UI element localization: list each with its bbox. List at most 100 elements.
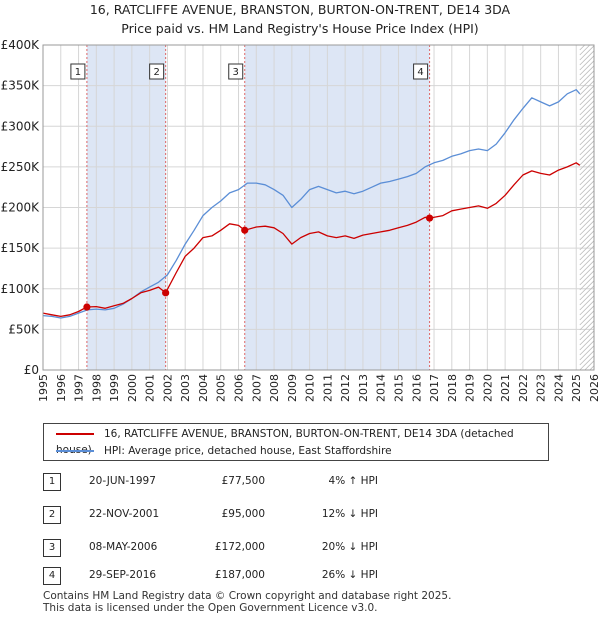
x-tick-label: 2025 xyxy=(570,374,583,402)
x-tick-label: 2019 xyxy=(464,374,477,402)
hatch-line xyxy=(579,135,595,151)
sale-hpi-diff: 20% ↓ HPI xyxy=(321,541,378,553)
hatch-line xyxy=(579,335,595,351)
x-tick-label: 2022 xyxy=(517,374,530,402)
hatch-line xyxy=(579,290,595,306)
x-tick-label: 1999 xyxy=(108,374,121,402)
hatch-line xyxy=(579,110,595,126)
hatch-line xyxy=(579,45,595,61)
sale-date: 08-MAY-2006 xyxy=(89,541,158,553)
hatch-line xyxy=(579,305,595,321)
x-tick-label: 2017 xyxy=(428,374,441,402)
price-chart: 1 2 3 4 £0 £50K £100K £150K £200K £250K £300K £350… xyxy=(1,38,600,402)
y-tick-label: £200K xyxy=(1,201,41,215)
x-tick-label: 2008 xyxy=(268,374,281,402)
sale-marker-label: 2 xyxy=(153,67,159,78)
x-tick-label: 2015 xyxy=(392,374,405,402)
hatch-line xyxy=(579,220,595,236)
x-tick-label: 2009 xyxy=(286,374,299,402)
hatch-line xyxy=(579,165,595,181)
sale-price: £77,500 xyxy=(221,475,265,487)
hatch-line xyxy=(579,55,595,71)
x-tick-label: 2016 xyxy=(410,374,423,402)
hatch-line xyxy=(579,70,595,86)
sale-hpi-diff: 26% ↓ HPI xyxy=(321,569,378,581)
sale-marker-box xyxy=(228,63,244,80)
hatch-line xyxy=(579,210,595,226)
title-line-1: 16, RATCLIFFE AVENUE, BRANSTON, BURTON-O… xyxy=(89,2,511,17)
hatch-line xyxy=(579,185,595,201)
legend-swatch-property xyxy=(56,433,94,435)
legend-item-property: 16, RATCLIFFE AVENUE, BRANSTON, BURTON-O… xyxy=(56,426,548,456)
sale-marker-label: 4 xyxy=(417,67,423,78)
sale-row: 4 29-SEP-2016 £187,000 26% ↓ HPI xyxy=(43,564,423,586)
x-tick-label: 1996 xyxy=(55,374,68,402)
sale-marker-box xyxy=(413,63,429,80)
hatch-line xyxy=(579,275,595,291)
x-tick-label: 2026 xyxy=(588,374,600,402)
sale-marker: 4 xyxy=(413,63,429,80)
x-tick-label: 2014 xyxy=(375,374,388,402)
sale-marker-box xyxy=(149,63,165,80)
y-tick-label: £0 xyxy=(24,363,39,377)
x-tick-label: 2010 xyxy=(304,374,317,402)
sale-date: 20-JUN-1997 xyxy=(89,475,156,487)
hatch-line xyxy=(589,365,595,371)
hatch-line xyxy=(579,140,595,156)
y-axis-ticks: £0 £50K £100K £150K £200K £250K £300K £350K £400… xyxy=(1,38,41,377)
hatch-line xyxy=(579,245,595,261)
hatch-line xyxy=(579,65,595,81)
plot-frame xyxy=(42,44,595,371)
sale-row: 1 20-JUN-1997 £77,500 4% ↑ HPI xyxy=(43,470,423,492)
x-tick-label: 1995 xyxy=(37,374,50,402)
sale-point xyxy=(241,226,249,234)
sale-hpi-diff: 12% ↓ HPI xyxy=(321,508,378,520)
hatch-line xyxy=(579,200,595,216)
x-tick-label: 2000 xyxy=(126,374,139,402)
hatch-line xyxy=(579,75,595,91)
x-tick-label: 2020 xyxy=(481,374,494,402)
hatch-line xyxy=(579,310,595,326)
footer-line-1: Contains HM Land Registry data © Crown c… xyxy=(43,590,452,602)
hatch-line xyxy=(579,320,595,336)
hatch-line xyxy=(579,255,595,271)
sale-row: 3 08-MAY-2006 £172,000 20% ↓ HPI xyxy=(43,536,423,558)
hatch-line xyxy=(579,355,595,371)
hatch-line xyxy=(579,44,591,56)
legend-label-hpi: HPI: Average price, detached house, East… xyxy=(104,445,392,457)
x-tick-label: 2006 xyxy=(233,374,246,402)
hatch-line xyxy=(579,270,595,286)
hatch-line xyxy=(579,285,595,301)
sale-number: 2 xyxy=(43,506,61,524)
x-tick-label: 2021 xyxy=(499,374,512,402)
hatch-line xyxy=(579,175,595,191)
sale-date: 29-SEP-2016 xyxy=(89,569,157,581)
sale-number: 4 xyxy=(43,567,61,585)
sale-number: 3 xyxy=(43,539,61,557)
hatch-line xyxy=(579,300,595,316)
hatch-line xyxy=(579,325,595,341)
x-tick-label: 2002 xyxy=(161,374,174,402)
hatch-line xyxy=(579,130,595,146)
hatch-line xyxy=(579,205,595,221)
x-tick-label: 2011 xyxy=(321,374,334,402)
hatch-line xyxy=(579,160,595,176)
hatch-line xyxy=(579,295,595,311)
hatch-line xyxy=(579,100,595,116)
x-tick-label: 2001 xyxy=(144,374,157,402)
chart-title: 16, RATCLIFFE AVENUE, BRANSTON, BURTON-O… xyxy=(0,0,600,38)
x-tick-label: 2004 xyxy=(197,374,210,402)
hatch-line xyxy=(579,235,595,251)
footer-line-2: This data is licensed under the Open Gov… xyxy=(43,602,378,614)
hatch-line xyxy=(579,215,595,231)
hatch-line xyxy=(579,345,595,361)
sale-markers: 1 2 3 4 xyxy=(70,63,429,80)
y-tick-label: £150K xyxy=(1,241,41,255)
sale-point xyxy=(83,303,91,311)
legend-item-hpi: HPI: Average price, detached house, East… xyxy=(56,443,392,459)
hatch-line xyxy=(579,145,595,161)
sale-marker: 2 xyxy=(149,63,165,80)
hatch-line xyxy=(579,85,595,101)
hatch-line xyxy=(579,170,595,186)
x-tick-label: 2018 xyxy=(446,374,459,402)
